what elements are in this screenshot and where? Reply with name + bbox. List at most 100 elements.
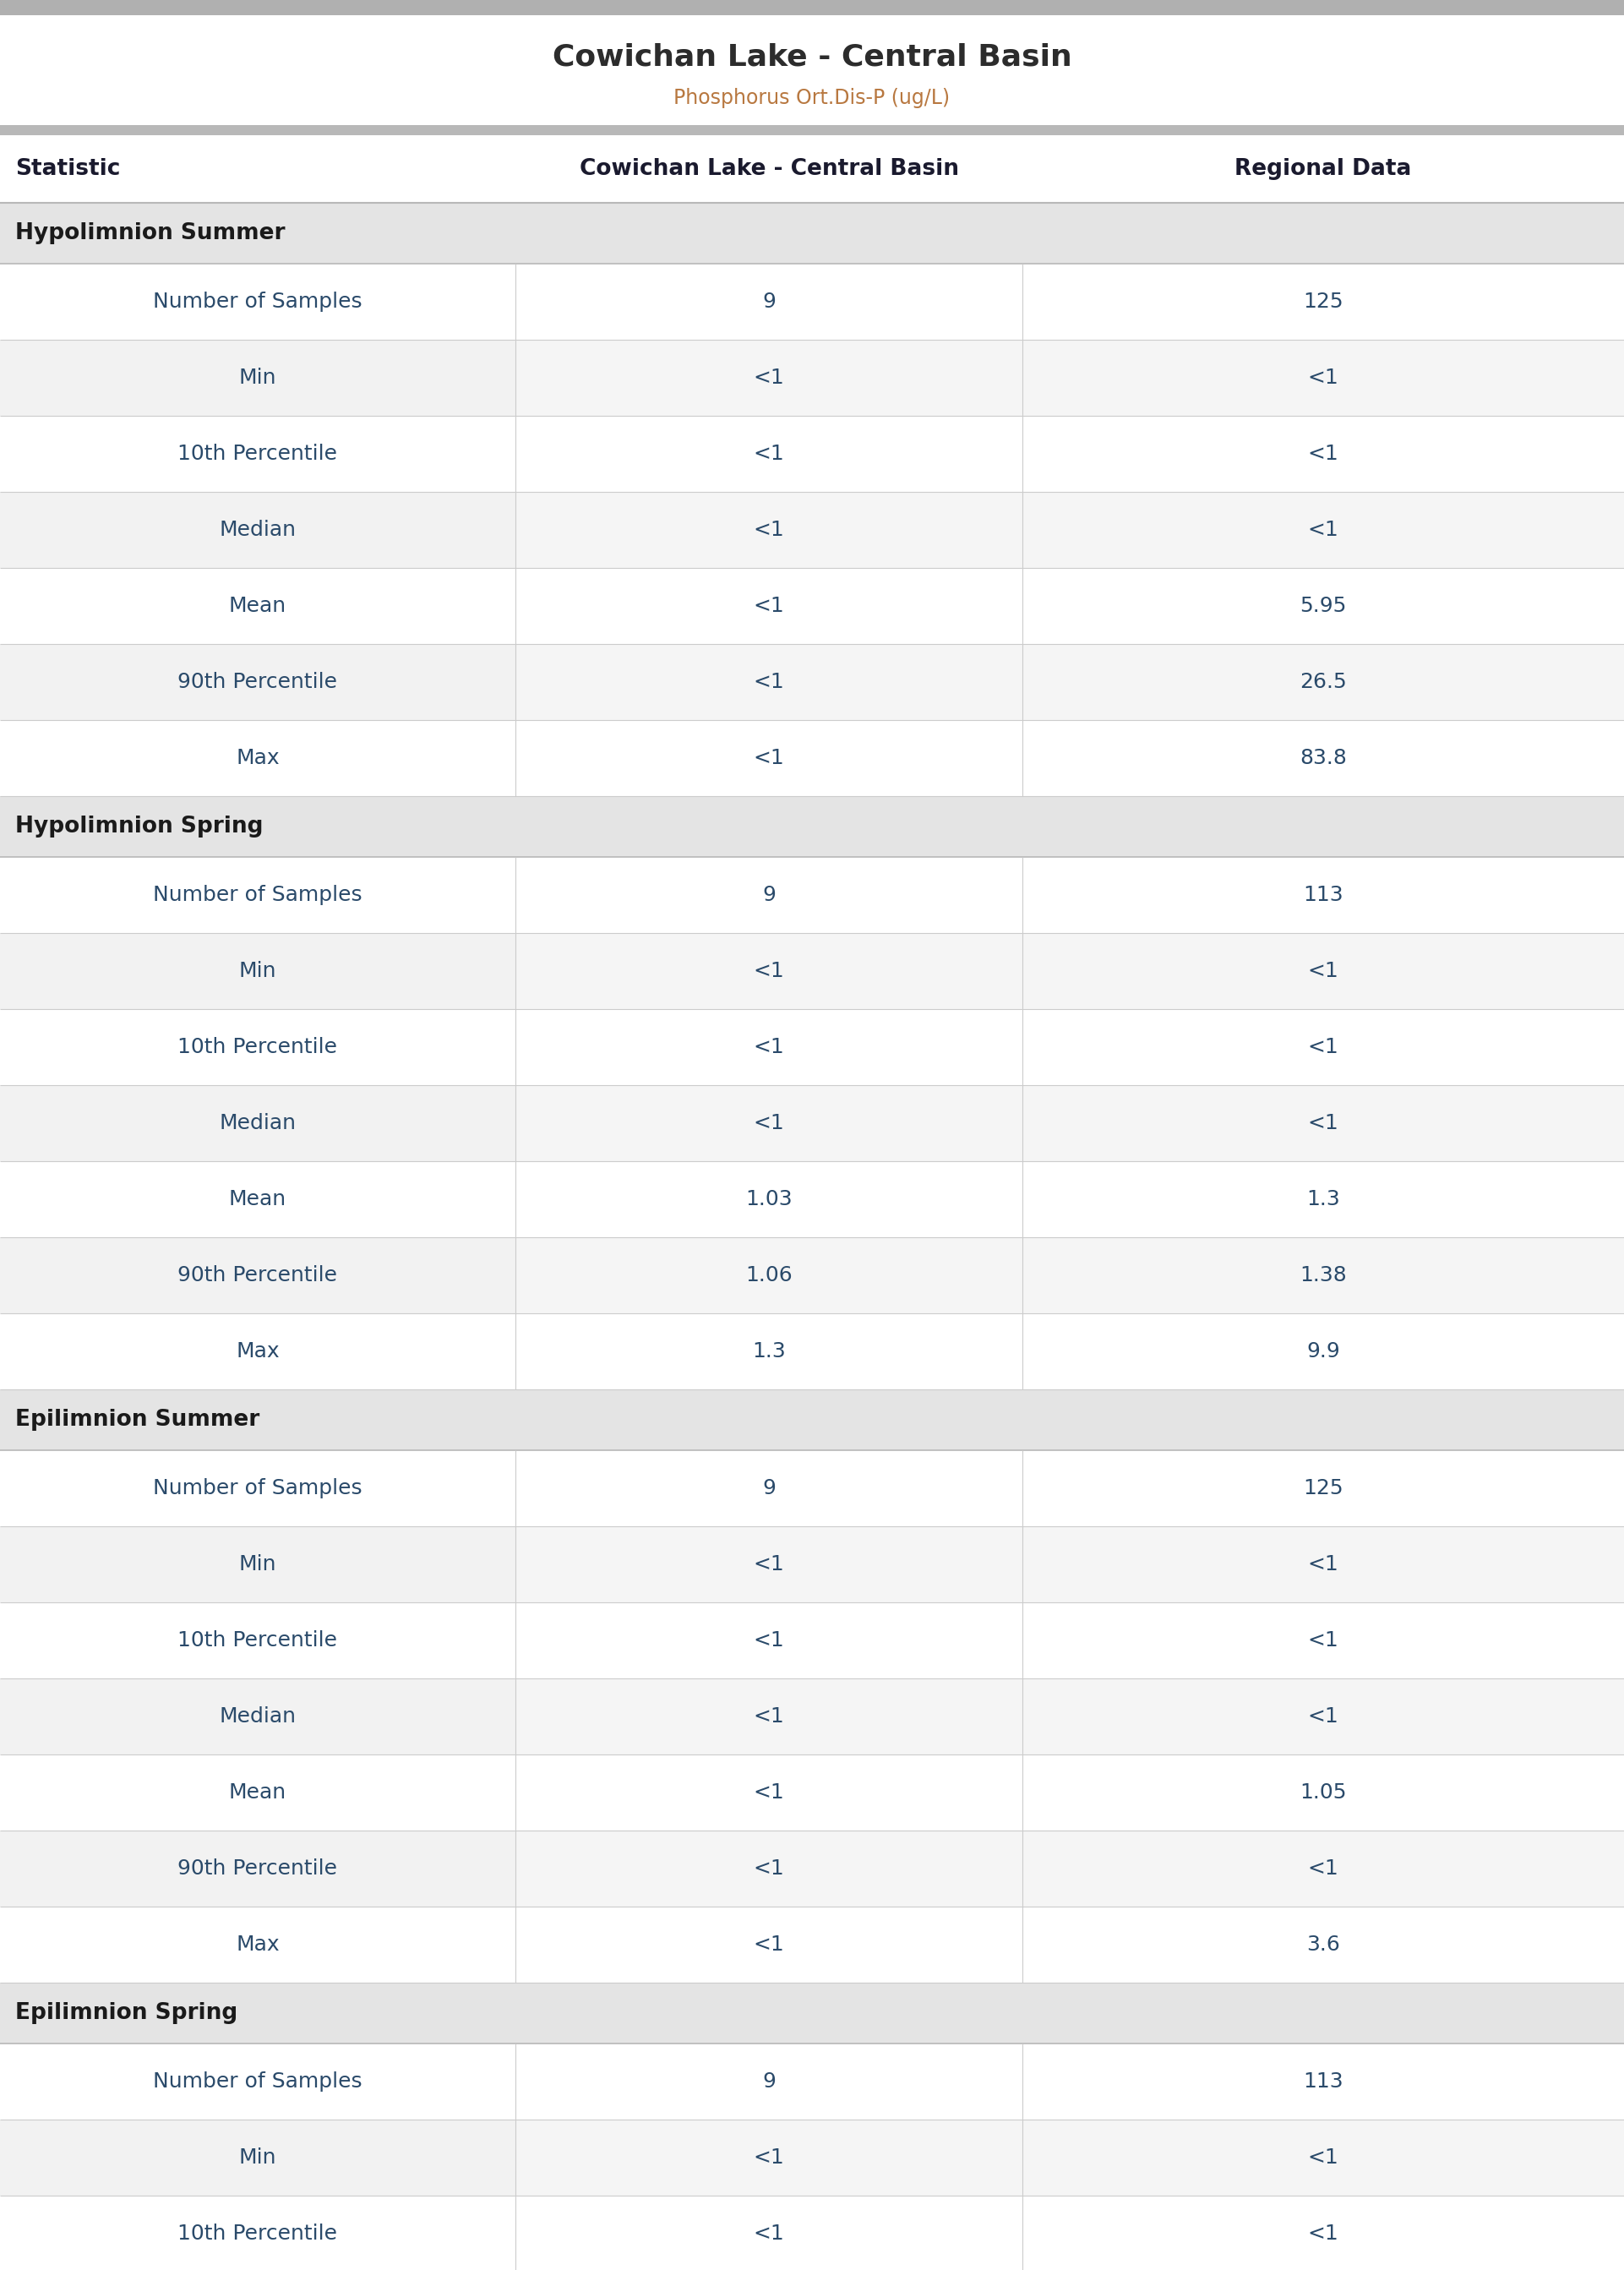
Text: 10th Percentile: 10th Percentile [179,1037,338,1058]
Bar [0,568,1624,645]
Bar [0,933,1624,1010]
Bar [0,1982,1624,2043]
Text: <1: <1 [754,960,784,981]
Text: 113: 113 [1302,885,1343,906]
Text: 1.06: 1.06 [745,1264,793,1285]
Text: 9: 9 [762,2073,776,2091]
Text: <1: <1 [754,747,784,767]
Text: Mean: Mean [229,595,286,615]
Bar [0,1525,1624,1603]
Text: <1: <1 [754,1934,784,1954]
Text: 9: 9 [762,291,776,311]
Text: 1.3: 1.3 [1306,1189,1340,1210]
Bar [0,0,1624,16]
Text: <1: <1 [1307,1630,1338,1650]
Bar [0,125,1624,136]
Text: 1.38: 1.38 [1299,1264,1346,1285]
Text: Epilimnion Summer: Epilimnion Summer [15,1410,260,1430]
Bar [515,340,1624,415]
Bar [515,1525,1624,1603]
Text: <1: <1 [1307,1555,1338,1575]
Text: <1: <1 [754,1630,784,1650]
Text: <1: <1 [1307,368,1338,388]
Bar [0,1678,1624,1755]
Text: Max: Max [235,1342,279,1362]
Text: Regional Data: Regional Data [1234,159,1411,179]
Text: <1: <1 [1307,1112,1338,1133]
Bar [0,720,1624,797]
Text: <1: <1 [754,1037,784,1058]
Bar [515,1830,1624,1907]
Text: 90th Percentile: 90th Percentile [179,1859,338,1880]
Bar [0,797,1624,858]
Text: <1: <1 [754,443,784,463]
Text: <1: <1 [1307,1707,1338,1727]
Text: Mean: Mean [229,1189,286,1210]
Text: Number of Samples: Number of Samples [153,291,362,311]
Bar [0,1755,1624,1830]
Bar [0,1389,1624,1451]
Bar [0,645,1624,720]
Text: <1: <1 [1307,2225,1338,2243]
Bar [0,1907,1624,1982]
Text: 90th Percentile: 90th Percentile [179,1264,338,1285]
Text: 125: 125 [1302,1478,1343,1498]
Bar [0,1085,1624,1162]
Bar [0,493,1624,568]
Text: Number of Samples: Number of Samples [153,1478,362,1498]
Bar [0,202,1624,263]
Text: <1: <1 [754,1859,784,1880]
Bar [0,2120,1624,2195]
Text: 1.3: 1.3 [752,1342,786,1362]
Text: 83.8: 83.8 [1299,747,1346,767]
Text: Epilimnion Spring: Epilimnion Spring [15,2002,237,2025]
Text: <1: <1 [754,595,784,615]
Text: <1: <1 [754,672,784,692]
Bar [0,1162,1624,1237]
Bar [515,2120,1624,2195]
Text: <1: <1 [1307,520,1338,540]
Text: Median: Median [219,1707,296,1727]
Bar [0,2043,1624,2120]
Bar [515,645,1624,720]
Bar [0,136,1624,202]
Bar [0,1314,1624,1389]
Text: 5.95: 5.95 [1299,595,1346,615]
Bar [0,858,1624,933]
Text: <1: <1 [1307,960,1338,981]
Bar [0,1451,1624,1525]
Text: Number of Samples: Number of Samples [153,2073,362,2091]
Text: 10th Percentile: 10th Percentile [179,1630,338,1650]
Text: Median: Median [219,1112,296,1133]
Text: 90th Percentile: 90th Percentile [179,672,338,692]
Text: Min: Min [239,2147,276,2168]
Bar [515,1085,1624,1162]
Text: 9: 9 [762,1478,776,1498]
Text: <1: <1 [1307,443,1338,463]
Text: 9: 9 [762,885,776,906]
Text: 125: 125 [1302,291,1343,311]
Bar [515,493,1624,568]
Text: 3.6: 3.6 [1306,1934,1340,1954]
Text: Mean: Mean [229,1782,286,1802]
Text: <1: <1 [754,1782,784,1802]
Text: <1: <1 [754,2225,784,2243]
Text: Max: Max [235,1934,279,1954]
Text: Number of Samples: Number of Samples [153,885,362,906]
Text: Min: Min [239,960,276,981]
Text: <1: <1 [754,1112,784,1133]
Text: Cowichan Lake - Central Basin: Cowichan Lake - Central Basin [580,159,958,179]
Text: Cowichan Lake - Central Basin: Cowichan Lake - Central Basin [552,43,1072,70]
Bar [0,1237,1624,1314]
Text: Statistic: Statistic [15,159,120,179]
Text: <1: <1 [754,1555,784,1575]
Text: <1: <1 [1307,1859,1338,1880]
Bar [515,1237,1624,1314]
Text: Min: Min [239,1555,276,1575]
Text: <1: <1 [1307,1037,1338,1058]
Text: 1.05: 1.05 [1299,1782,1346,1802]
Bar [0,263,1624,340]
Bar [0,1830,1624,1907]
Text: <1: <1 [754,2147,784,2168]
Text: 10th Percentile: 10th Percentile [179,2225,338,2243]
